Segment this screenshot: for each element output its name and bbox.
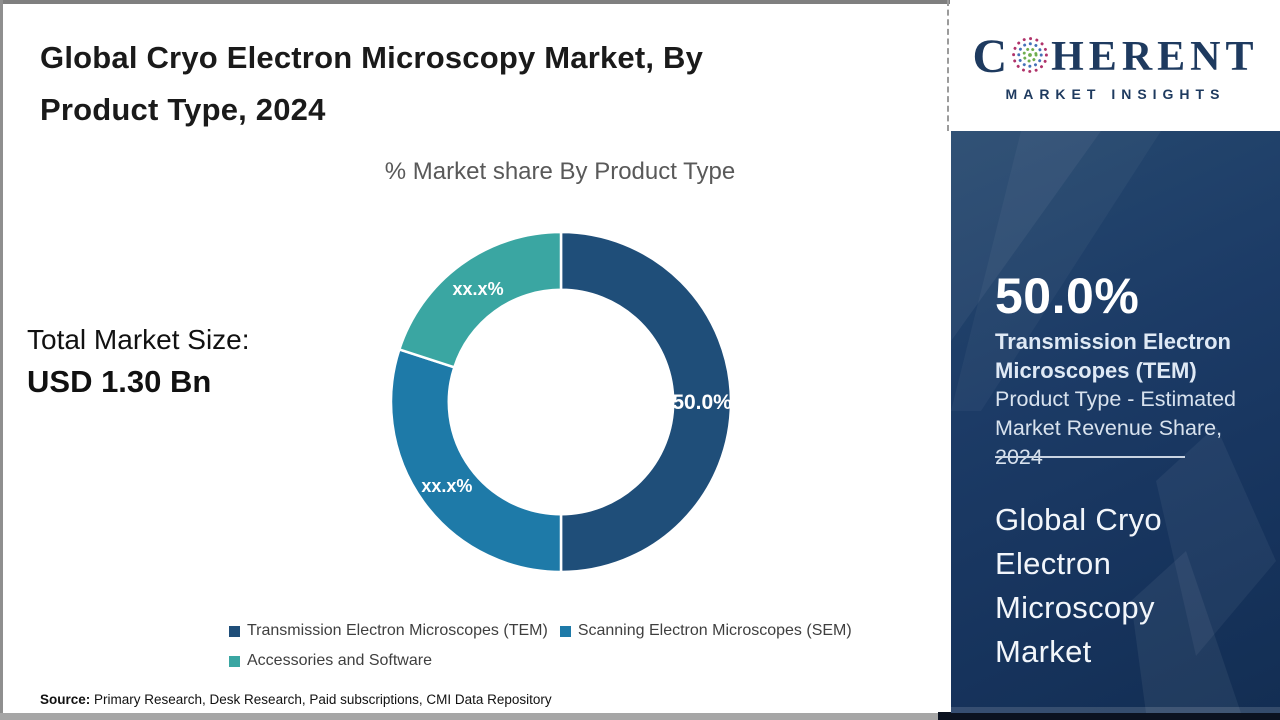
logo-wordmark-rest: HERENT [1051, 33, 1259, 80]
source-label: Source: [40, 692, 91, 707]
legend-label-sem: Scanning Electron Microscopes (SEM) [577, 622, 852, 639]
donut-slice-label-2: xx.x% [453, 279, 504, 299]
page-title-line2: Product Type, 2024 [40, 92, 326, 127]
top-border [0, 0, 950, 4]
sidebar-share-value: 50.0% [995, 268, 1140, 324]
sidebar-market-line4: Market [995, 634, 1092, 669]
source-text: Primary Research, Desk Research, Paid su… [90, 692, 552, 707]
logo-tagline: MARKET INSIGHTS [1005, 86, 1226, 102]
logo-letter-c: C [972, 30, 1010, 83]
legend-label-accessories: Accessories and Software [247, 652, 432, 669]
logo: C HERENT MARKET INSIGHTS [951, 0, 1280, 131]
logo-dashed-divider [947, 0, 949, 131]
sidebar-segment-name: Transmission Electron Microscopes (TEM) [995, 327, 1231, 385]
page-title: Global Cryo Electron Microscopy Market, … [40, 32, 880, 136]
total-market-size: Total Market Size: USD 1.30 Bn [27, 324, 250, 400]
bottom-border-right [938, 712, 1280, 720]
sidebar-caption-line1: Product Type - Estimated [995, 387, 1236, 411]
sidebar-caption-line2: Market Revenue Share, [995, 416, 1223, 440]
left-border [0, 0, 3, 713]
highlight-sidebar: 50.0% Transmission Electron Microscopes … [951, 131, 1280, 713]
chart-title: % Market share By Product Type [384, 158, 736, 185]
legend-item-accessories: Accessories and Software [229, 652, 432, 670]
sidebar-market-line1: Global Cryo [995, 502, 1162, 537]
legend-row-1: Transmission Electron Microscopes (TEM) … [229, 616, 909, 646]
donut-slice-label-1: xx.x% [421, 476, 472, 496]
donut-chart: 50.0% xx.x% xx.x% [389, 230, 733, 574]
sidebar-caption: Product Type - Estimated Market Revenue … [995, 385, 1236, 472]
donut-slice-2 [397, 230, 563, 369]
legend-item-sem: Scanning Electron Microscopes (SEM) [559, 622, 852, 640]
legend-item-tem: Transmission Electron Microscopes (TEM) [229, 622, 548, 640]
page-title-line1: Global Cryo Electron Microscopy Market, … [40, 40, 704, 75]
logo-wordmark: C HERENT [972, 29, 1258, 84]
sidebar-market-name: Global Cryo Electron Microscopy Market [995, 498, 1162, 674]
sidebar-market-line2: Electron [995, 546, 1112, 581]
donut-slice-0 [559, 230, 733, 574]
legend-swatch-accessories [229, 655, 240, 667]
total-market-size-value: USD 1.30 Bn [27, 364, 212, 399]
total-market-size-label: Total Market Size: [27, 324, 250, 355]
sidebar-rule [995, 456, 1185, 458]
sidebar-segment-line2: Microscopes (TEM) [995, 358, 1197, 383]
legend-row-2: Accessories and Software [229, 646, 909, 676]
sidebar-bottom-strip [951, 707, 1280, 713]
bottom-border-left [0, 713, 938, 720]
globe-icon [1012, 36, 1049, 73]
sidebar-market-line3: Microscopy [995, 590, 1155, 625]
legend-swatch-sem [559, 625, 571, 637]
donut-slice-1 [389, 347, 563, 574]
legend-swatch-tem [229, 625, 240, 637]
source-line: Source: Primary Research, Desk Research,… [40, 692, 552, 707]
chart-legend: Transmission Electron Microscopes (TEM) … [229, 616, 909, 676]
legend-label-tem: Transmission Electron Microscopes (TEM) [247, 622, 548, 639]
sidebar-segment-line1: Transmission Electron [995, 329, 1231, 354]
donut-slice-label-0: 50.0% [672, 391, 732, 414]
